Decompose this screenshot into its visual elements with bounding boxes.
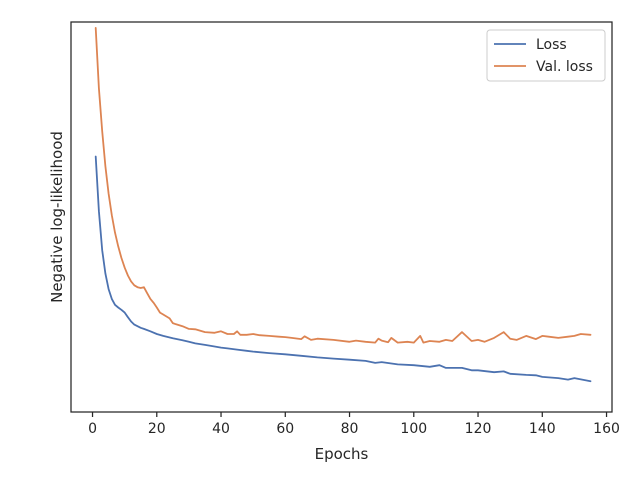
x-tick-label: 40 <box>212 421 230 437</box>
x-tick-label: 80 <box>341 421 359 437</box>
legend-label: Val. loss <box>536 59 593 75</box>
legend-box <box>486 29 606 82</box>
x-axis-ticks: 0 20 40 60 80 100 120 140 160 <box>88 412 620 437</box>
x-tick-label: 120 <box>465 421 492 437</box>
series-layer <box>94 26 592 383</box>
x-axis-label: Epochs <box>315 445 369 463</box>
x-tick-label: 0 <box>88 421 97 437</box>
y-axis-label: Negative log-likelihood <box>48 131 66 303</box>
series-line-loss <box>94 155 592 383</box>
x-tick-label: 20 <box>148 421 166 437</box>
plot-frame <box>70 21 613 413</box>
legend-label: Loss <box>536 37 567 53</box>
x-tick-label: 60 <box>276 421 294 437</box>
x-tick-label: 160 <box>593 421 620 437</box>
x-tick-label: 140 <box>529 421 556 437</box>
legend: Loss Val. loss <box>486 29 606 82</box>
series-line-val-loss <box>94 26 592 344</box>
x-tick-label: 100 <box>400 421 427 437</box>
